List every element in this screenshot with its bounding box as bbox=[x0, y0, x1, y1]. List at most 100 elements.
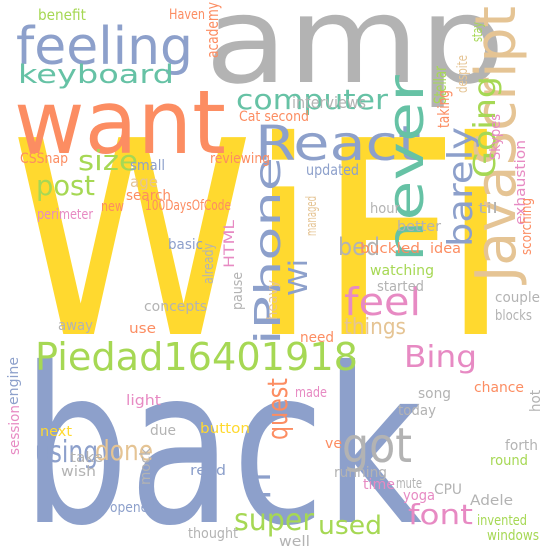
word-idea: idea bbox=[430, 241, 461, 257]
word-take: take bbox=[70, 450, 103, 466]
word-despite: despite bbox=[455, 55, 471, 93]
word-haven: Haven bbox=[169, 7, 205, 23]
word-away: away bbox=[58, 318, 93, 334]
word-things: things bbox=[344, 315, 406, 340]
word-blocks: blocks bbox=[495, 308, 532, 324]
word-keyboard: keyboard bbox=[18, 60, 174, 90]
word-basic: basic bbox=[168, 237, 203, 253]
word-size: size bbox=[78, 144, 138, 177]
word-concepts: concepts bbox=[144, 299, 207, 315]
word-song: song bbox=[418, 386, 451, 402]
word-never: never bbox=[377, 74, 435, 262]
word-watching: watching bbox=[370, 263, 434, 279]
word-session: session bbox=[7, 405, 23, 455]
word-font: font bbox=[408, 498, 473, 531]
word-using: using bbox=[35, 435, 98, 470]
word-yoga: yoga bbox=[403, 488, 435, 504]
word-new: new bbox=[101, 199, 124, 215]
word-100daysofcode: 100DaysOfCode bbox=[145, 198, 231, 214]
word-got: got bbox=[342, 418, 412, 474]
word-small: small bbox=[130, 158, 165, 174]
word-benefit: benefit bbox=[38, 6, 86, 24]
word-fi: Fi bbox=[240, 472, 278, 500]
word-wifi: WiFi bbox=[10, 83, 510, 398]
word-piedad16401918: Piedad16401918 bbox=[35, 335, 358, 379]
word-perimeter: perimeter bbox=[37, 207, 93, 223]
word-want: want bbox=[14, 71, 226, 174]
word-use: use bbox=[129, 321, 156, 337]
word-forth: forth bbox=[505, 438, 538, 454]
word-well: well bbox=[279, 534, 310, 550]
word-computer: computer bbox=[236, 83, 389, 116]
word-mute: mute bbox=[396, 476, 422, 492]
word-round: round bbox=[490, 453, 528, 469]
word-buckled: buckled bbox=[360, 241, 420, 257]
word-cat-second: Cat second bbox=[239, 109, 309, 125]
word-better: better bbox=[397, 219, 441, 235]
word-quest: quest bbox=[261, 378, 294, 440]
word-til: til bbox=[478, 201, 498, 217]
word-javascript: JavaScript bbox=[464, 6, 529, 285]
word-thought: thought bbox=[188, 526, 238, 542]
word-stellar: Stellar bbox=[431, 66, 451, 104]
word-adele: Adele bbox=[470, 493, 513, 509]
word-updated: updated bbox=[306, 161, 359, 179]
word-pause: pause bbox=[230, 272, 246, 310]
word-skypes: Skypes bbox=[488, 114, 504, 160]
word-button: button bbox=[200, 421, 250, 437]
word-barely: barely bbox=[441, 127, 481, 247]
word-hour: hour bbox=[370, 201, 400, 217]
word-light: light bbox=[126, 393, 162, 409]
word-iphone: iPhone bbox=[248, 157, 289, 345]
word-next: next bbox=[40, 424, 73, 440]
word-wish: wish bbox=[61, 464, 96, 480]
word-search: search bbox=[126, 188, 171, 204]
word-need: need bbox=[300, 330, 334, 346]
word-done: done bbox=[95, 434, 153, 467]
word-used: used bbox=[318, 511, 382, 541]
word-engine: engine bbox=[6, 357, 22, 405]
word-react: React bbox=[255, 116, 421, 172]
word-ve: ve bbox=[325, 436, 342, 452]
word-scorching: scorching bbox=[519, 198, 535, 255]
word-hot: hot bbox=[528, 390, 544, 412]
word-windows: windows bbox=[487, 528, 539, 544]
word-opened: opened bbox=[110, 500, 156, 516]
word-running: running bbox=[334, 465, 387, 481]
word-already: already bbox=[201, 243, 217, 284]
word-taking: taking bbox=[434, 90, 453, 128]
word-amp: amp bbox=[205, 0, 505, 111]
word-managed: managed bbox=[304, 196, 320, 236]
word-html: HTML bbox=[222, 220, 238, 268]
word-due: due bbox=[150, 423, 176, 439]
word-feeling: feeling bbox=[16, 17, 193, 77]
word-bed: bed bbox=[338, 233, 380, 261]
word-feel: feel bbox=[344, 280, 421, 324]
word-academy: academy bbox=[203, 2, 222, 58]
word-super: super bbox=[234, 503, 315, 538]
word-age: age bbox=[130, 173, 158, 191]
word-read: read bbox=[190, 463, 226, 479]
word-cpu: CPU bbox=[434, 482, 462, 498]
word-going: Going bbox=[468, 76, 503, 178]
word-exhaustion: exhaustion bbox=[513, 140, 529, 225]
word-couple: couple bbox=[495, 290, 540, 306]
word-cssnap: CSSnap bbox=[20, 151, 68, 167]
word-stay: stay bbox=[470, 22, 486, 42]
word-started: started bbox=[377, 279, 424, 295]
word-invented: invented bbox=[477, 513, 527, 529]
word-bing: Bing bbox=[404, 340, 477, 375]
word-chance: chance bbox=[474, 380, 524, 396]
word-interviews: interviews bbox=[292, 93, 366, 112]
word-back: back bbox=[22, 322, 422, 558]
word-reviewing: reviewing bbox=[210, 151, 270, 167]
word-heavy: heavy bbox=[265, 280, 281, 320]
word-made: made bbox=[295, 385, 327, 401]
word-mock: mock bbox=[138, 447, 154, 485]
word-wi: Wi bbox=[284, 259, 314, 296]
word-post: post bbox=[36, 169, 95, 202]
word-time: time bbox=[363, 477, 395, 493]
word-today: today bbox=[398, 403, 436, 419]
